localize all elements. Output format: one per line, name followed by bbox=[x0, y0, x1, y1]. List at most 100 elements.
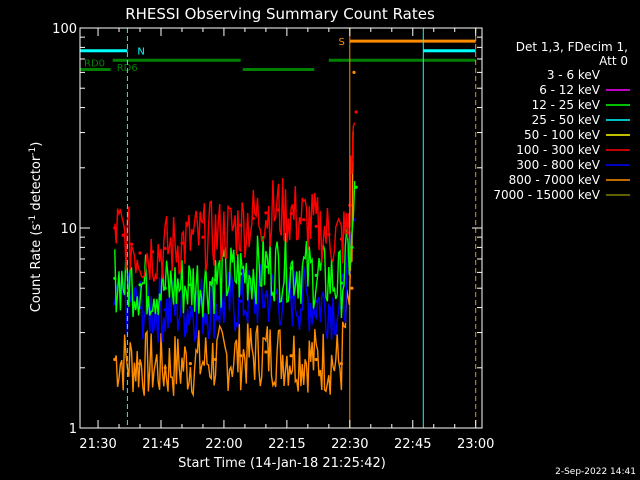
series-100-300-kev bbox=[113, 110, 358, 282]
data-point bbox=[188, 362, 192, 366]
legend-entry: 100 - 300 keV bbox=[516, 143, 630, 157]
legend-header: Att 0 bbox=[599, 54, 628, 68]
legend-label: 50 - 100 keV bbox=[524, 128, 601, 142]
generated-date: 2-Sep-2022 14:41 bbox=[555, 467, 636, 477]
flag-label: RD0 bbox=[84, 59, 105, 70]
legend-entry: 12 - 25 keV bbox=[532, 98, 630, 112]
data-point bbox=[239, 299, 243, 303]
legend-label: 800 - 7000 keV bbox=[509, 173, 601, 187]
data-point bbox=[163, 286, 167, 290]
flag-label: S bbox=[338, 37, 344, 48]
data-point bbox=[138, 251, 142, 255]
data-point bbox=[264, 211, 268, 215]
x-tick-label: 21:30 bbox=[79, 437, 116, 452]
x-axis-label: Start Time (14-Jan-18 21:25:42) bbox=[178, 456, 386, 471]
data-layer bbox=[113, 70, 358, 398]
legend-label: 7000 - 15000 keV bbox=[493, 188, 600, 202]
legend-entry: 6 - 12 keV bbox=[539, 83, 630, 97]
data-point bbox=[350, 245, 354, 249]
legend-label: 25 - 50 keV bbox=[532, 113, 601, 127]
data-point bbox=[239, 223, 243, 227]
data-point bbox=[113, 226, 117, 230]
y-tick-label: 1 bbox=[69, 422, 77, 437]
legend-label: 100 - 300 keV bbox=[516, 143, 600, 157]
flag-s: S bbox=[338, 37, 476, 48]
series-800-7000-kev bbox=[113, 70, 356, 398]
series-12-25-kev bbox=[113, 180, 358, 319]
series-line bbox=[114, 131, 354, 398]
data-point bbox=[113, 357, 117, 362]
data-point bbox=[180, 241, 184, 245]
flag-label: N bbox=[137, 47, 144, 58]
series-line bbox=[114, 180, 356, 319]
data-point bbox=[350, 286, 354, 290]
data-point bbox=[289, 295, 293, 299]
x-tick-label: 22:30 bbox=[331, 437, 368, 452]
data-point bbox=[352, 70, 356, 74]
data-point bbox=[276, 208, 281, 212]
data-point bbox=[239, 354, 243, 358]
legend-label: 12 - 25 keV bbox=[532, 98, 601, 112]
data-point bbox=[213, 357, 218, 362]
x-tick-label: 22:00 bbox=[205, 437, 242, 452]
data-point bbox=[151, 250, 155, 254]
data-point bbox=[138, 283, 142, 287]
legend-header: Det 1,3, FDecim 1, bbox=[516, 40, 628, 54]
series-line bbox=[114, 122, 356, 282]
data-point bbox=[339, 237, 343, 241]
y-tick-label: 10 bbox=[60, 222, 77, 237]
flag-rd0: RD0 bbox=[80, 59, 111, 71]
flag-n: N bbox=[80, 47, 476, 58]
legend-label: 3 - 6 keV bbox=[547, 68, 601, 82]
data-point bbox=[251, 216, 255, 220]
data-point bbox=[163, 366, 167, 370]
x-tick-label: 21:45 bbox=[142, 437, 179, 452]
y-tick-label: 100 bbox=[52, 22, 77, 37]
data-point bbox=[138, 362, 142, 366]
data-point bbox=[163, 308, 167, 312]
data-point bbox=[314, 357, 318, 362]
data-point bbox=[163, 246, 167, 251]
data-point bbox=[213, 278, 218, 282]
data-point bbox=[346, 230, 350, 235]
data-point bbox=[350, 157, 354, 162]
data-point bbox=[264, 265, 268, 269]
x-tick-label: 22:45 bbox=[394, 437, 431, 452]
data-point bbox=[289, 266, 293, 270]
data-point bbox=[339, 281, 343, 285]
data-point bbox=[222, 230, 226, 235]
legend-label: 6 - 12 keV bbox=[539, 83, 601, 97]
data-point bbox=[314, 273, 318, 277]
legend-label: 300 - 800 keV bbox=[516, 158, 600, 172]
legend-entry: 3 - 6 keV bbox=[547, 68, 630, 82]
x-tick-label: 22:15 bbox=[268, 437, 305, 452]
legend-entry: 7000 - 15000 keV bbox=[493, 188, 630, 202]
legend-entry: 300 - 800 keV bbox=[516, 158, 630, 172]
data-point bbox=[264, 350, 268, 354]
data-point bbox=[354, 110, 358, 114]
data-point bbox=[188, 306, 192, 310]
legend-entry: 25 - 50 keV bbox=[532, 113, 630, 127]
data-point bbox=[239, 272, 243, 276]
data-point bbox=[201, 235, 205, 239]
data-point bbox=[339, 362, 343, 366]
data-point bbox=[264, 293, 268, 297]
data-point bbox=[188, 283, 192, 287]
data-point bbox=[327, 232, 331, 236]
legend-entry: 50 - 100 keV bbox=[524, 128, 630, 142]
axis-layer: 21:30 21:45 22:00 22:15 22:30 22:45 23:00 1 10 10… bbox=[52, 22, 494, 452]
chart-title: RHESSI Observing Summary Count Rates bbox=[125, 5, 435, 23]
data-point bbox=[130, 242, 134, 246]
data-point bbox=[314, 224, 318, 228]
x-tick-label: 23:00 bbox=[457, 437, 494, 452]
series-line bbox=[114, 228, 354, 343]
data-point bbox=[289, 354, 293, 358]
data-point bbox=[113, 276, 117, 280]
data-point bbox=[121, 233, 125, 237]
data-point bbox=[289, 212, 293, 216]
data-point bbox=[354, 185, 358, 189]
legend-entry: 800 - 7000 keV bbox=[509, 173, 630, 187]
y-axis-label: Count Rate (s-1 detector-1) bbox=[28, 142, 44, 313]
